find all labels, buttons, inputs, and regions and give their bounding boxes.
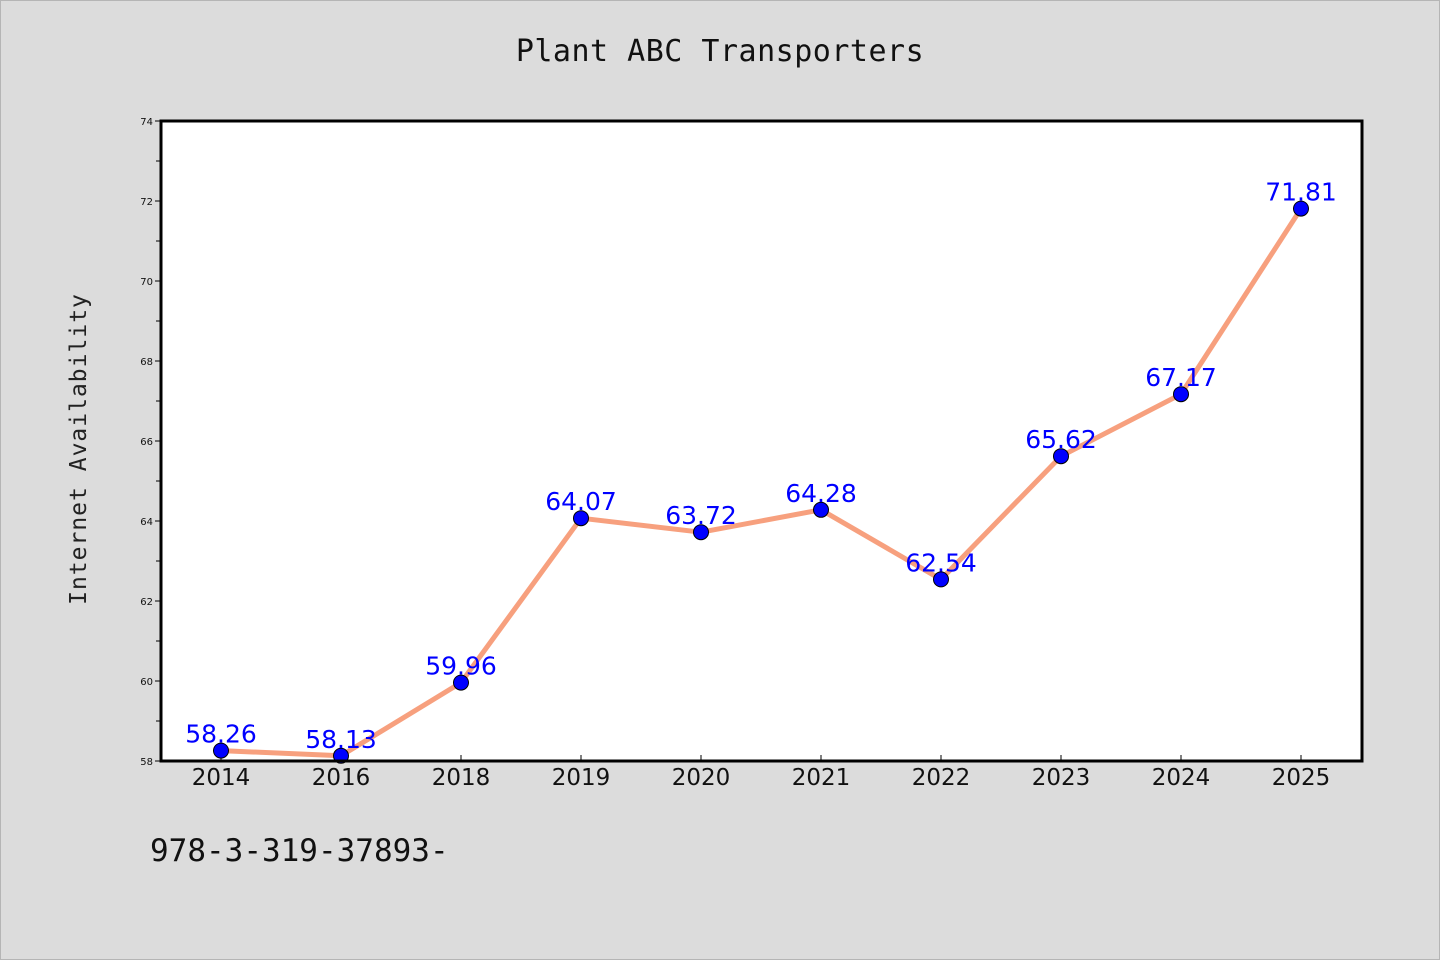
x-tick-label: 2018 [432, 765, 491, 791]
plot-area [161, 121, 1362, 761]
y-axis: 58 60 62 64 66 68 70 72 74 [140, 117, 161, 768]
series-line [218, 206, 1304, 759]
y-tick-label: 66 [140, 437, 153, 448]
x-tick-label: 2023 [1032, 765, 1091, 791]
data-label: 58.13 [305, 725, 377, 754]
chart-title: Plant ABC Transporters [515, 34, 925, 69]
x-tick-label: 2019 [552, 765, 611, 791]
x-tick-label: 2020 [672, 765, 731, 791]
y-tick-label: 68 [140, 357, 153, 368]
y-tick-label: 58 [140, 757, 153, 768]
x-tick-label: 2021 [792, 765, 851, 791]
data-label: 65.62 [1025, 425, 1097, 454]
data-point [933, 571, 949, 588]
data-point [1053, 448, 1069, 465]
data-label: 67.17 [1145, 363, 1217, 392]
data-label: 58.26 [185, 720, 257, 749]
plot-frame [159, 119, 1364, 763]
data-label: 59.96 [425, 652, 497, 681]
x-tick-label: 2016 [312, 765, 371, 791]
y-tick-label: 72 [140, 197, 153, 208]
data-label: 64.28 [785, 479, 857, 508]
x-tick-label: 2014 [192, 765, 251, 791]
footer-note: 978-3-319-37893- [150, 833, 449, 869]
y-tick-label: 62 [140, 597, 153, 608]
x-tick-label: 2022 [912, 765, 971, 791]
data-point [693, 524, 709, 541]
data-point [1173, 386, 1189, 403]
data-point [1293, 200, 1309, 217]
y-tick-label: 64 [140, 517, 153, 528]
series-markers [213, 200, 1309, 764]
x-tick-label: 2024 [1152, 765, 1211, 791]
x-tick-label: 2025 [1272, 765, 1331, 791]
x-axis: 2014 2016 2018 2019 2020 2021 2022 2023 2024 2025 [192, 755, 1331, 791]
data-label: 62.54 [905, 548, 977, 577]
data-label: 71.81 [1265, 178, 1337, 207]
y-tick-label: 74 [140, 117, 153, 128]
data-point [453, 674, 469, 691]
y-tick-label: 70 [140, 277, 153, 288]
data-point [573, 510, 589, 527]
data-labels: 58.26 58.13 59.96 64.07 63.72 64.28 62.54 65.62… [185, 178, 1337, 754]
data-point [213, 742, 229, 759]
data-label: 64.07 [545, 487, 617, 516]
data-point [813, 501, 829, 518]
data-label: 63.72 [665, 501, 737, 530]
y-tick-label: 60 [140, 677, 153, 688]
series-line-group [218, 206, 1304, 759]
